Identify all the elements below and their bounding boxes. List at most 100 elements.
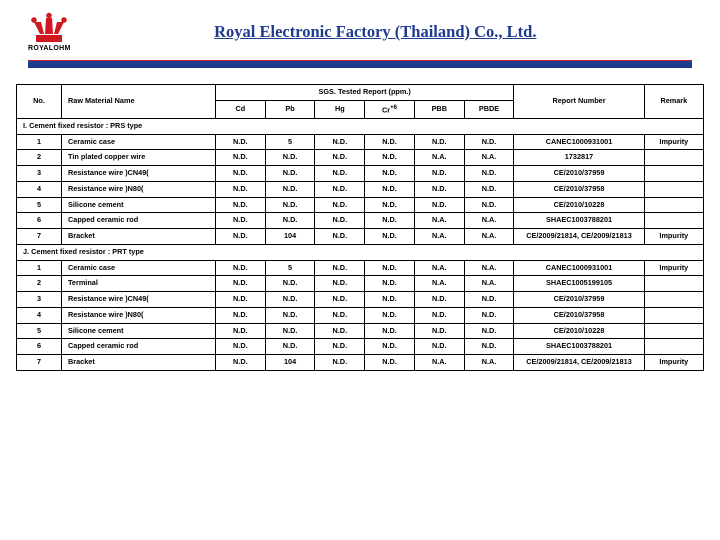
cell: N.D.	[315, 307, 365, 323]
cell: Bracket	[62, 355, 216, 371]
cell: N.D.	[464, 166, 514, 182]
cell: N.D.	[215, 260, 265, 276]
cell: 2	[17, 276, 62, 292]
cell: 3	[17, 292, 62, 308]
cell: N.D.	[365, 276, 415, 292]
cell: N.D.	[315, 150, 365, 166]
cell: N.D.	[265, 150, 315, 166]
cell: 104	[265, 229, 315, 245]
table-row: 7BracketN.D.104N.D.N.D.N.A.N.A.CE/2009/2…	[17, 229, 704, 245]
col-header-report: Report Number	[514, 85, 644, 119]
crown-icon	[30, 12, 68, 44]
cell: 7	[17, 229, 62, 245]
cell: N.D.	[365, 166, 415, 182]
cell: 2	[17, 150, 62, 166]
cell: 6	[17, 339, 62, 355]
cell	[644, 323, 703, 339]
col-header-name: Raw Material Name	[62, 85, 216, 119]
cell: N.D.	[365, 339, 415, 355]
logo-text: ROYALOHM	[28, 45, 71, 52]
cell: 1	[17, 134, 62, 150]
cell: N.D.	[414, 339, 464, 355]
cell: N.D.	[215, 181, 265, 197]
cell: Impurity	[644, 229, 703, 245]
cell: N.D.	[265, 166, 315, 182]
cell: N.D.	[414, 166, 464, 182]
cell: N.A.	[414, 229, 464, 245]
table-row: 4Resistance wire )N80(N.D.N.D.N.D.N.D.N.…	[17, 181, 704, 197]
cell: N.D.	[265, 307, 315, 323]
cell: N.D.	[215, 166, 265, 182]
cell: N.D.	[315, 323, 365, 339]
cell: CE/2010/37958	[514, 181, 644, 197]
col-header-cr6: Cr+6	[365, 100, 415, 118]
cell: 7	[17, 355, 62, 371]
cell: N.D.	[265, 276, 315, 292]
cell	[644, 166, 703, 182]
cell: N.D.	[265, 181, 315, 197]
table-body: I. Cement fixed resistor : PRS type1Cera…	[17, 118, 704, 370]
table-row: 2TerminalN.D.N.D.N.D.N.D.N.A.N.A.SHAEC10…	[17, 276, 704, 292]
cell: Capped ceramic rod	[62, 213, 216, 229]
cell: Impurity	[644, 355, 703, 371]
cell: Resistance wire )CN49(	[62, 166, 216, 182]
cell: N.D.	[464, 292, 514, 308]
col-header-sgs: SGS. Tested Report (ppm.)	[215, 85, 513, 101]
cell: N.D.	[414, 323, 464, 339]
cell	[644, 292, 703, 308]
cell: CE/2010/10228	[514, 323, 644, 339]
title-underline-bar	[28, 60, 692, 68]
page-header: ROYALOHM Royal Electronic Factory (Thail…	[0, 0, 720, 60]
cell: N.D.	[315, 260, 365, 276]
table-row: 6Capped ceramic rodN.D.N.D.N.D.N.D.N.D.N…	[17, 339, 704, 355]
col-header-cd: Cd	[215, 100, 265, 118]
cell: N.A.	[464, 355, 514, 371]
cell: N.A.	[414, 355, 464, 371]
cell: CE/2009/21814, CE/2009/21813	[514, 229, 644, 245]
cell: N.D.	[215, 213, 265, 229]
cell: Silicone cement	[62, 197, 216, 213]
cell: CANEC1000931001	[514, 260, 644, 276]
cell: Impurity	[644, 134, 703, 150]
cell: Impurity	[644, 260, 703, 276]
cell: 6	[17, 213, 62, 229]
cell: N.D.	[215, 229, 265, 245]
col-header-hg: Hg	[315, 100, 365, 118]
cell: N.D.	[365, 292, 415, 308]
cell: N.A.	[464, 260, 514, 276]
page-title: Royal Electronic Factory (Thailand) Co.,…	[111, 22, 700, 42]
table-row: 7BracketN.D.104N.D.N.D.N.A.N.A.CE/2009/2…	[17, 355, 704, 371]
cell: CE/2010/37959	[514, 166, 644, 182]
cell: Silicone cement	[62, 323, 216, 339]
cell: Bracket	[62, 229, 216, 245]
cell: N.D.	[265, 323, 315, 339]
cell: 1	[17, 260, 62, 276]
cell: N.D.	[464, 181, 514, 197]
table-row: 3Resistance wire )CN49(N.D.N.D.N.D.N.D.N…	[17, 292, 704, 308]
cell: Capped ceramic rod	[62, 339, 216, 355]
cell: N.D.	[414, 181, 464, 197]
cell: N.D.	[315, 213, 365, 229]
table-row: 3Resistance wire )CN49(N.D.N.D.N.D.N.D.N…	[17, 166, 704, 182]
cell: N.D.	[265, 339, 315, 355]
cell: 5	[17, 323, 62, 339]
table-row: 1Ceramic caseN.D.5N.D.N.D.N.A.N.A.CANEC1…	[17, 260, 704, 276]
cell: N.D.	[365, 323, 415, 339]
cell: N.D.	[414, 197, 464, 213]
col-header-pb: Pb	[265, 100, 315, 118]
cell: Resistance wire )CN49(	[62, 292, 216, 308]
cell: Ceramic case	[62, 260, 216, 276]
cell: SHAEC1003788201	[514, 213, 644, 229]
cell: N.D.	[215, 134, 265, 150]
cell: CE/2009/21814, CE/2009/21813	[514, 355, 644, 371]
table-row: 1Ceramic caseN.D.5N.D.N.D.N.D.N.D.CANEC1…	[17, 134, 704, 150]
cell: 5	[265, 134, 315, 150]
cell: N.A.	[464, 150, 514, 166]
cell: N.A.	[464, 229, 514, 245]
cell: N.D.	[365, 197, 415, 213]
section-row: J. Cement fixed resistor : PRT type	[17, 244, 704, 260]
cell	[644, 339, 703, 355]
cell: N.D.	[365, 229, 415, 245]
cell: N.D.	[365, 260, 415, 276]
cell: N.A.	[414, 260, 464, 276]
